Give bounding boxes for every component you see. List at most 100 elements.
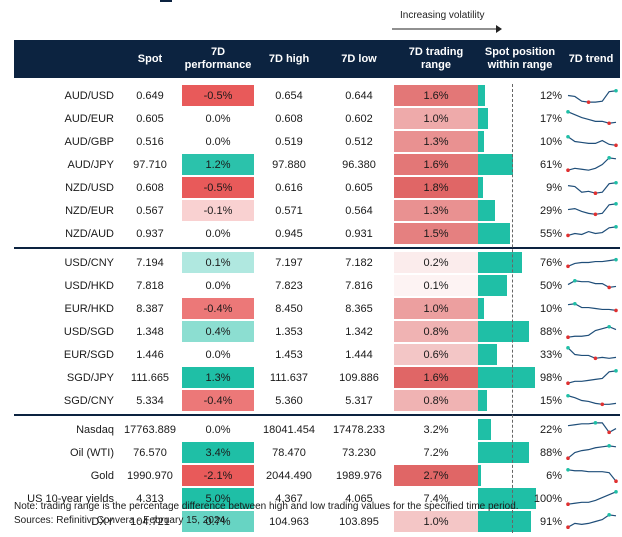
position-value: 10% [539, 135, 562, 148]
position-value: 10% [539, 302, 562, 315]
spot-value: 0.567 [136, 204, 164, 217]
table-row: NZD/EUR 0.567 -0.1% 0.571 0.564 1.3% 29% [14, 199, 620, 222]
high-value: 7.197 [275, 256, 303, 269]
high-value: 5.360 [275, 394, 303, 407]
trend-line [567, 136, 617, 146]
position-cell: 88% [478, 321, 562, 342]
trend-max-point [614, 180, 618, 185]
high-value: 97.880 [272, 158, 306, 171]
trend-sparkline [566, 346, 617, 361]
range-value: 0.1% [394, 275, 478, 296]
perf-value: -0.4% [182, 298, 254, 319]
trend-max-point [566, 346, 570, 350]
trend-max-point [614, 369, 618, 373]
high-value: 8.450 [275, 302, 303, 315]
spot-value: 1.446 [136, 348, 164, 361]
trend-max-point [614, 225, 618, 229]
trend-max-point [607, 513, 611, 517]
group-separator [14, 247, 620, 249]
trend-max-point [607, 156, 611, 160]
table-row: AUD/GBP 0.516 0.0% 0.519 0.512 1.3% 10% [14, 130, 620, 153]
range-value: 1.3% [394, 200, 478, 221]
range-value: 1.8% [394, 177, 478, 198]
range-value: 1.6% [394, 367, 478, 388]
trend-min-point [614, 308, 618, 313]
spot-value: 0.937 [136, 227, 164, 240]
perf-value: -0.5% [182, 85, 254, 106]
row-name: NZD/USD [65, 181, 114, 194]
high-value: 0.616 [275, 181, 303, 194]
trend-max-point [566, 134, 570, 139]
perf-value: 0.0% [205, 135, 231, 148]
position-value: 15% [539, 394, 562, 407]
trend-line [567, 226, 617, 236]
trend-line [567, 370, 617, 384]
trend-min-point [566, 335, 570, 339]
position-cell: 61% [478, 154, 562, 175]
trend-min-point [600, 402, 605, 407]
perf-value: 0.4% [182, 321, 254, 342]
trend-min-point [593, 191, 598, 195]
spot-value: 76.570 [133, 446, 167, 459]
range-value: 1.0% [394, 108, 478, 129]
trend-sparkline [566, 393, 617, 407]
range-value: 3.2% [423, 423, 449, 436]
range-value: 0.6% [394, 344, 478, 365]
position-cell: 100% [478, 488, 562, 509]
perf-value: -0.1% [182, 200, 254, 221]
row-name: USD/CNY [64, 256, 114, 269]
position-value: 91% [539, 515, 562, 528]
position-cell: 55% [478, 223, 562, 244]
high-value: 0.571 [275, 204, 303, 217]
high-value: 7.823 [275, 279, 303, 292]
low-value: 7.182 [345, 256, 373, 269]
position-cell: 33% [478, 344, 562, 365]
row-name: USD/SGD [63, 325, 114, 338]
table-row: USD/SGD 1.348 0.4% 1.353 1.342 0.8% 88% [14, 320, 620, 343]
range-value: 7.2% [423, 446, 449, 459]
row-name: DXY [91, 515, 114, 528]
table-row: USD/HKD 7.818 0.0% 7.823 7.816 0.1% 50% [14, 274, 620, 297]
low-value: 4.065 [345, 492, 373, 505]
position-cell: 10% [478, 131, 562, 152]
trend-min-point [566, 381, 570, 385]
high-value: 0.945 [275, 227, 303, 240]
midpoint-dashed-line [512, 84, 513, 533]
spot-value: 1.348 [136, 325, 164, 338]
sources-text: Sources: Refinitiv, Convera - February 1… [14, 515, 226, 526]
position-bar [478, 442, 530, 463]
trend-min-point [566, 168, 570, 172]
position-value: 50% [539, 279, 562, 292]
perf-value: 5.0% [182, 488, 254, 509]
position-bar [478, 223, 510, 244]
position-bar [478, 298, 484, 319]
low-value: 109.886 [339, 371, 379, 384]
trend-min-point [566, 264, 570, 269]
table-row: US 10-year yields 4.313 5.0% 4.367 4.065 7.4%… [14, 487, 620, 510]
low-value: 1.342 [345, 325, 373, 338]
high-value: 1.353 [275, 325, 303, 338]
position-bar [478, 177, 484, 198]
trend-min-point [607, 285, 611, 290]
low-value: 96.380 [342, 158, 376, 171]
spot-value: 0.649 [136, 89, 164, 102]
range-value: 1.0% [394, 298, 478, 319]
low-value: 0.602 [345, 112, 373, 125]
trend-min-point [566, 456, 570, 460]
header-perf: 7D performance [184, 46, 252, 71]
row-name: NZD/EUR [65, 204, 114, 217]
trend-max-point [566, 393, 570, 398]
spot-value: 0.605 [136, 112, 164, 125]
low-value: 103.895 [339, 515, 379, 528]
row-name: SGD/JPY [66, 371, 114, 384]
position-cell: 6% [478, 465, 562, 486]
perf-value: -0.5% [182, 177, 254, 198]
low-value: 0.512 [345, 135, 373, 148]
trend-min-point [607, 121, 611, 126]
trend-max-point [614, 490, 618, 494]
low-value: 0.931 [345, 227, 373, 240]
trend-line [567, 203, 617, 215]
perf-value: 0.0% [205, 423, 231, 436]
position-bar [478, 367, 535, 388]
low-value: 5.317 [345, 394, 373, 407]
